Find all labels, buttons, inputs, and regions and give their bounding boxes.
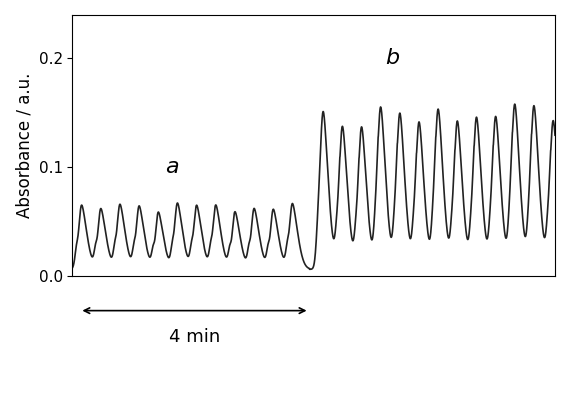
Text: b: b (385, 49, 399, 68)
Y-axis label: Absorbance / a.u.: Absorbance / a.u. (15, 73, 33, 218)
Text: a: a (165, 157, 178, 177)
Text: 4 min: 4 min (169, 328, 220, 346)
